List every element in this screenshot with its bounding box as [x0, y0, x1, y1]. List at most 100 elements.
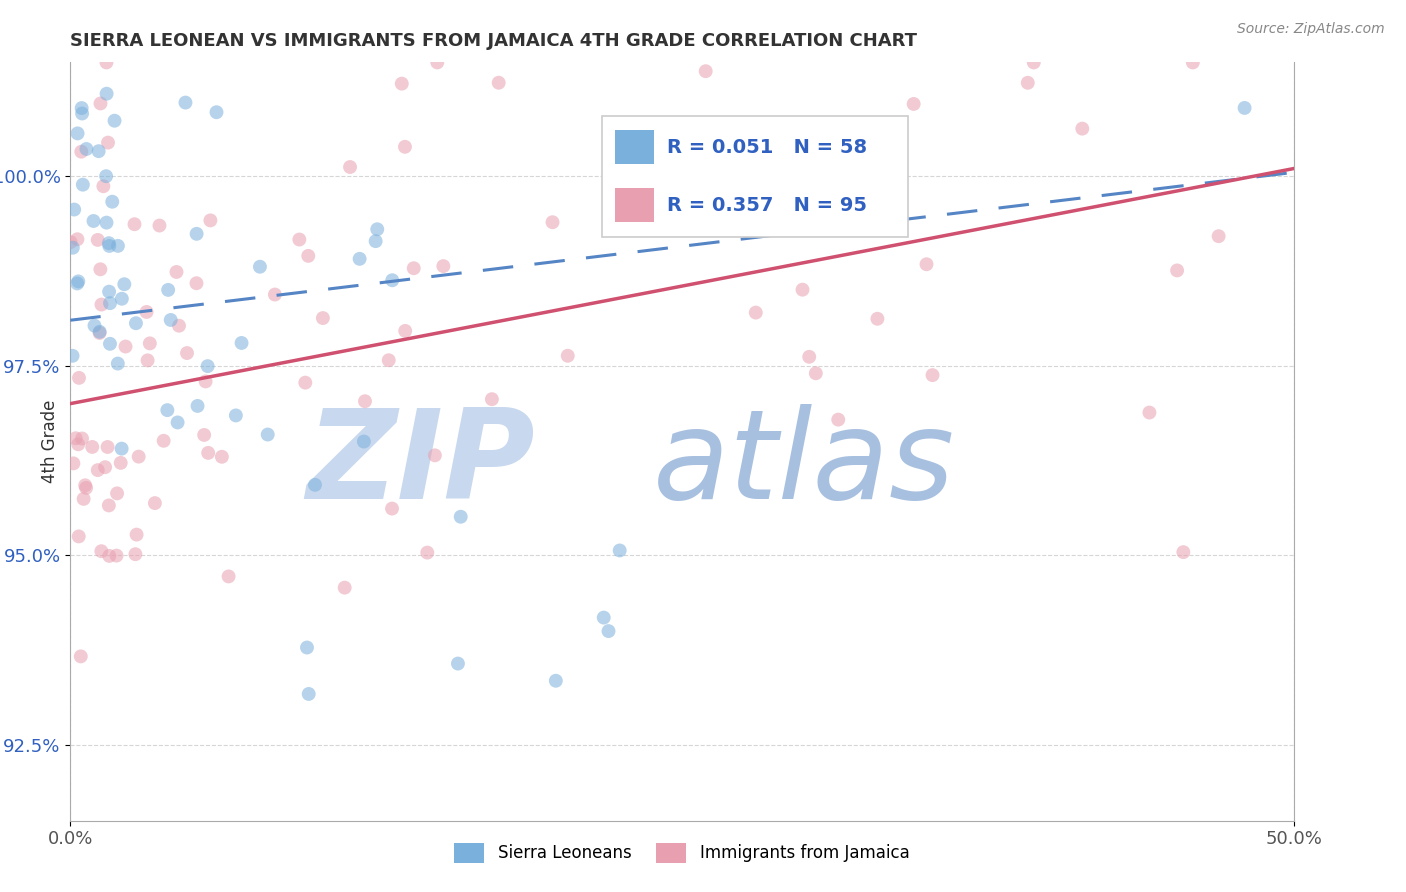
- Point: [295, 640, 318, 655]
- Point: [426, 55, 449, 70]
- Point: [75, 142, 97, 156]
- Point: [751, 211, 773, 225]
- Point: [799, 350, 821, 364]
- Point: [97, 236, 120, 251]
- Point: [124, 217, 146, 231]
- Point: [1022, 55, 1045, 70]
- Point: [70, 106, 93, 120]
- Point: [125, 527, 148, 541]
- Point: [98, 336, 121, 351]
- Point: [231, 336, 253, 351]
- Point: [98, 549, 121, 563]
- Point: [90, 544, 112, 558]
- Legend: Sierra Leoneans, Immigrants from Jamaica: Sierra Leoneans, Immigrants from Jamaica: [447, 837, 917, 869]
- Point: [96, 87, 118, 101]
- Point: [194, 375, 217, 389]
- Point: [294, 376, 316, 390]
- Point: [1017, 76, 1039, 90]
- Point: [96, 55, 118, 70]
- Point: [156, 403, 179, 417]
- Text: ZIP: ZIP: [307, 404, 536, 524]
- Point: [312, 311, 335, 326]
- Point: [66, 232, 89, 246]
- Point: [557, 349, 579, 363]
- Point: [67, 437, 90, 451]
- Point: [166, 265, 188, 279]
- Point: [349, 252, 371, 266]
- Point: [1173, 545, 1195, 559]
- Point: [135, 305, 157, 319]
- Point: [903, 97, 925, 112]
- Point: [598, 624, 620, 639]
- Point: [402, 261, 425, 276]
- Point: [94, 169, 117, 184]
- Point: [205, 105, 228, 120]
- Point: [111, 292, 134, 306]
- Point: [1139, 405, 1161, 419]
- Point: [609, 543, 631, 558]
- Point: [72, 491, 94, 506]
- Point: [866, 311, 889, 326]
- Point: [1166, 263, 1188, 277]
- Point: [211, 450, 233, 464]
- Point: [394, 324, 416, 338]
- Point: [776, 203, 799, 218]
- Point: [193, 428, 215, 442]
- Point: [65, 431, 87, 445]
- Point: [187, 399, 209, 413]
- Point: [197, 359, 219, 373]
- Point: [82, 214, 104, 228]
- Point: [75, 478, 97, 492]
- Point: [827, 412, 849, 426]
- Point: [66, 277, 89, 291]
- Point: [93, 179, 115, 194]
- Point: [174, 95, 197, 110]
- Point: [704, 141, 727, 155]
- Point: [105, 486, 128, 500]
- Point: [792, 283, 814, 297]
- Point: [176, 346, 198, 360]
- Point: [72, 178, 94, 192]
- Point: [97, 440, 120, 454]
- Point: [67, 371, 90, 385]
- Point: [82, 440, 104, 454]
- Point: [381, 273, 404, 287]
- Point: [804, 366, 827, 380]
- Point: [89, 325, 111, 339]
- Point: [90, 297, 112, 311]
- Point: [87, 144, 110, 158]
- Point: [89, 96, 111, 111]
- Point: [288, 233, 311, 247]
- Point: [159, 313, 181, 327]
- Point: [541, 215, 564, 229]
- Point: [304, 478, 326, 492]
- Point: [353, 434, 375, 449]
- Point: [297, 249, 319, 263]
- Point: [432, 259, 454, 273]
- Point: [333, 581, 356, 595]
- Point: [450, 509, 472, 524]
- Point: [157, 283, 180, 297]
- Point: [218, 569, 240, 583]
- Point: [87, 233, 110, 247]
- Point: [423, 448, 446, 462]
- Point: [112, 277, 135, 292]
- Point: [101, 194, 124, 209]
- Point: [143, 496, 166, 510]
- Point: [354, 394, 377, 409]
- Point: [394, 140, 416, 154]
- Point: [70, 145, 93, 159]
- Point: [70, 432, 93, 446]
- Point: [186, 277, 208, 291]
- Point: [136, 353, 159, 368]
- Text: Source: ZipAtlas.com: Source: ZipAtlas.com: [1237, 22, 1385, 37]
- Point: [166, 416, 188, 430]
- Point: [89, 262, 111, 277]
- Point: [114, 339, 136, 353]
- Point: [391, 77, 413, 91]
- Point: [83, 318, 105, 333]
- Point: [381, 501, 404, 516]
- Point: [249, 260, 271, 274]
- Text: atlas: atlas: [654, 404, 955, 524]
- Point: [87, 463, 110, 477]
